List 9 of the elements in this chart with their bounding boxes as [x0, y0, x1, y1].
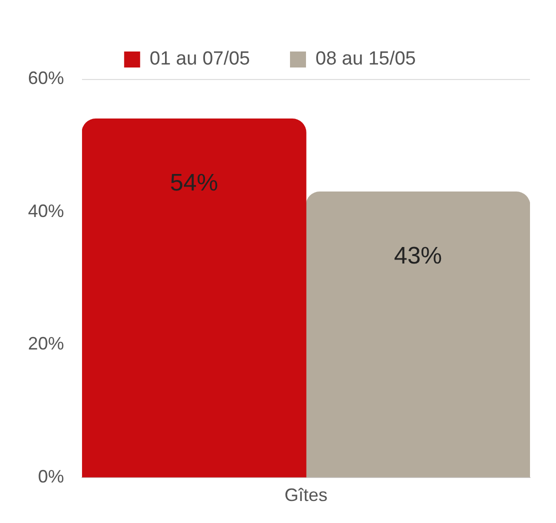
x-tick-label: Gîtes: [284, 485, 328, 506]
data-label: 54%: [170, 169, 218, 196]
legend-label: 08 au 15/05: [316, 48, 416, 70]
y-tick-label: 40%: [28, 200, 64, 221]
data-label: 43%: [394, 242, 442, 270]
y-tick-label: 20%: [28, 334, 64, 354]
legend-label: 01 au 07/05: [150, 48, 250, 70]
y-tick-label: 0%: [38, 466, 64, 486]
y-tick-label: 60%: [28, 68, 64, 88]
